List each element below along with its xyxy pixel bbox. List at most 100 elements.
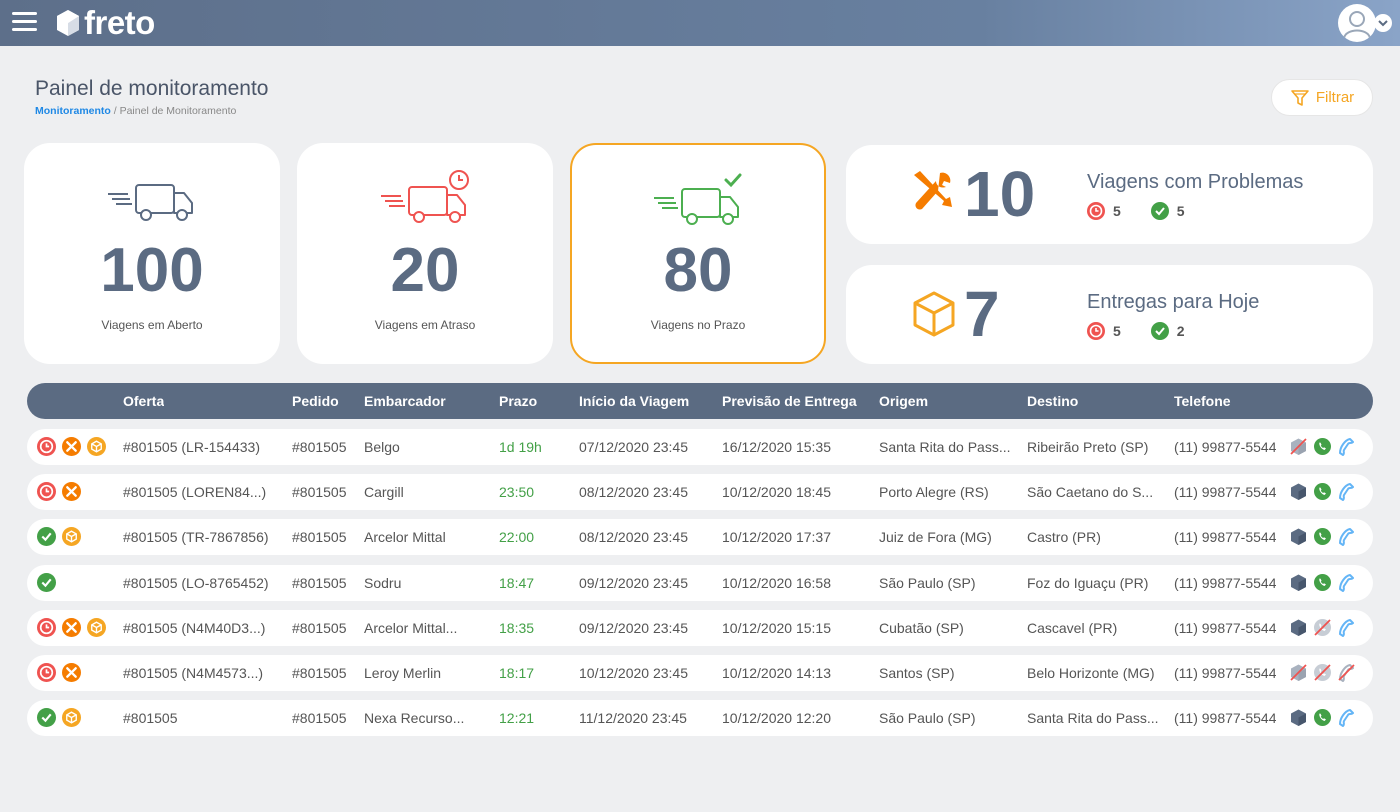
phone-icon[interactable] — [1337, 437, 1356, 456]
truck-late-icon — [381, 170, 469, 223]
table-row[interactable]: #801505 (LO-8765452) #801505 Sodru 18:47… — [27, 564, 1373, 601]
app-icon[interactable] — [1289, 708, 1308, 727]
phone-icon[interactable] — [1337, 482, 1356, 502]
cell-destino: Castro (PR) — [1027, 529, 1101, 546]
filter-button[interactable]: Filtrar — [1271, 79, 1373, 116]
whatsapp-icon[interactable] — [1313, 708, 1332, 727]
cell-telefone: (11) 99877-5544 — [1174, 665, 1277, 681]
card-problem-trips[interactable]: 10 Viagens com Problemas 5 5 — [846, 145, 1373, 244]
card-open-trips[interactable]: 100 Viagens em Aberto — [24, 143, 280, 364]
cell-origem: Santos (SP) — [879, 665, 955, 681]
phone-icon[interactable] — [1337, 708, 1356, 728]
ok-check-icon — [1150, 202, 1169, 220]
cell-origem: Cubatão (SP) — [879, 619, 964, 636]
cell-destino: São Caetano do S... — [1027, 484, 1154, 501]
column-header-origem[interactable]: Origem — [879, 393, 929, 409]
whatsapp-icon[interactable] — [1313, 482, 1332, 501]
filter-funnel-icon — [1291, 89, 1309, 106]
app-icon[interactable] — [1289, 482, 1308, 501]
user-avatar-icon[interactable] — [1338, 4, 1376, 42]
whatsapp-icon[interactable] — [1313, 437, 1332, 456]
whatsapp-icon[interactable] — [1313, 527, 1332, 546]
cell-inicio: 09/12/2020 23:45 — [579, 619, 688, 636]
late-clock-icon — [37, 482, 56, 502]
table-row[interactable]: #801505 #801505 Nexa Recurso... 12:21 11… — [27, 700, 1373, 737]
cell-embarcador: Leroy Merlin — [364, 665, 442, 681]
cell-pedido: #801505 — [292, 710, 347, 727]
cell-telefone: (11) 99877-5544 — [1174, 710, 1277, 727]
hamburger-menu-icon[interactable] — [12, 12, 37, 32]
cell-pedido: #801505 — [292, 529, 347, 546]
card-on-time-value: 80 — [663, 236, 733, 305]
user-menu[interactable] — [1338, 4, 1392, 42]
late-clock-icon — [37, 437, 56, 456]
column-header-oferta[interactable]: Oferta — [123, 393, 165, 409]
column-header-previsao[interactable]: Previsão de Entrega — [722, 393, 857, 409]
cell-embarcador: Nexa Recurso... — [364, 710, 465, 727]
table-row[interactable]: #801505 (LOREN84...) #801505 Cargill 23:… — [27, 474, 1373, 511]
app-logo[interactable]: freto — [56, 6, 155, 40]
cell-prazo: 18:35 — [499, 619, 535, 636]
table-header: Oferta Pedido Embarcador Prazo Início da… — [27, 383, 1373, 419]
whatsapp-icon[interactable] — [1313, 663, 1332, 682]
table-row[interactable]: #801505 (N4M40D3...) #801505 Arcelor Mit… — [27, 609, 1373, 646]
cell-prazo: 18:47 — [499, 574, 535, 591]
row-actions — [1289, 708, 1356, 728]
app-icon[interactable] — [1289, 437, 1308, 456]
column-header-inicio[interactable]: Início da Viagem — [579, 393, 690, 409]
cell-embarcador: Arcelor Mittal — [364, 529, 446, 546]
breadcrumb-link-monitoramento[interactable]: Monitoramento — [35, 105, 111, 117]
row-actions — [1289, 573, 1356, 592]
cell-origem: Porto Alegre (RS) — [879, 484, 989, 501]
cell-telefone: (11) 99877-5544 — [1174, 484, 1277, 501]
app-icon[interactable] — [1289, 663, 1308, 682]
phone-icon[interactable] — [1337, 527, 1356, 547]
card-late-trips[interactable]: 20 Viagens em Atraso — [297, 143, 553, 364]
cell-inicio: 09/12/2020 23:45 — [579, 574, 688, 591]
today-late-count: 5 — [1113, 323, 1121, 339]
cell-inicio: 11/12/2020 23:45 — [579, 710, 687, 727]
column-header-telefone[interactable]: Telefone — [1174, 393, 1231, 409]
phone-icon[interactable] — [1337, 663, 1356, 682]
cell-origem: São Paulo (SP) — [879, 710, 976, 727]
cell-inicio: 08/12/2020 23:45 — [579, 529, 688, 546]
deliveries-today-title: Entregas para Hoje — [1087, 291, 1260, 313]
column-header-destino[interactable]: Destino — [1027, 393, 1079, 409]
chevron-down-icon[interactable] — [1374, 14, 1392, 32]
problem-tools-icon — [62, 617, 81, 637]
package-icon — [62, 527, 81, 547]
cell-pedido: #801505 — [292, 665, 347, 681]
column-header-pedido[interactable]: Pedido — [292, 393, 339, 409]
cell-pedido: #801505 — [292, 619, 347, 636]
table-row[interactable]: #801505 (N4M4573...) #801505 Leroy Merli… — [27, 655, 1373, 691]
late-clock-icon — [1087, 202, 1105, 220]
cell-inicio: 07/12/2020 23:45 — [579, 439, 688, 455]
card-open-value: 100 — [100, 236, 204, 305]
top-bar: freto — [0, 0, 1400, 46]
row-actions — [1289, 618, 1356, 637]
table-row[interactable]: #801505 (TR-7867856) #801505 Arcelor Mit… — [27, 519, 1373, 556]
card-on-time-trips[interactable]: 80 Viagens no Prazo — [570, 143, 826, 364]
ok-check-icon — [37, 572, 56, 592]
table-row[interactable]: #801505 (LR-154433) #801505 Belgo 1d 19h… — [27, 429, 1373, 465]
app-icon[interactable] — [1289, 573, 1308, 592]
wrench-screwdriver-icon — [914, 171, 952, 210]
phone-icon[interactable] — [1337, 573, 1356, 592]
app-name: freto — [84, 4, 155, 41]
package-icon — [62, 708, 81, 728]
phone-icon[interactable] — [1337, 618, 1356, 637]
whatsapp-icon[interactable] — [1313, 573, 1332, 592]
cell-origem: Santa Rita do Pass... — [879, 439, 1011, 455]
whatsapp-icon[interactable] — [1313, 618, 1332, 637]
cell-prazo: 1d 19h — [499, 439, 542, 455]
column-header-prazo[interactable]: Prazo — [499, 393, 538, 409]
cell-previsao: 10/12/2020 16:58 — [722, 574, 831, 591]
app-icon[interactable] — [1289, 527, 1308, 546]
card-deliveries-today[interactable]: 7 Entregas para Hoje 5 2 — [846, 265, 1373, 364]
cell-telefone: (11) 99877-5544 — [1174, 619, 1277, 636]
cell-oferta: #801505 — [123, 710, 178, 727]
cell-pedido: #801505 — [292, 484, 347, 501]
app-icon[interactable] — [1289, 618, 1308, 637]
column-header-embarcador[interactable]: Embarcador — [364, 393, 446, 409]
cell-prazo: 22:00 — [499, 529, 535, 546]
